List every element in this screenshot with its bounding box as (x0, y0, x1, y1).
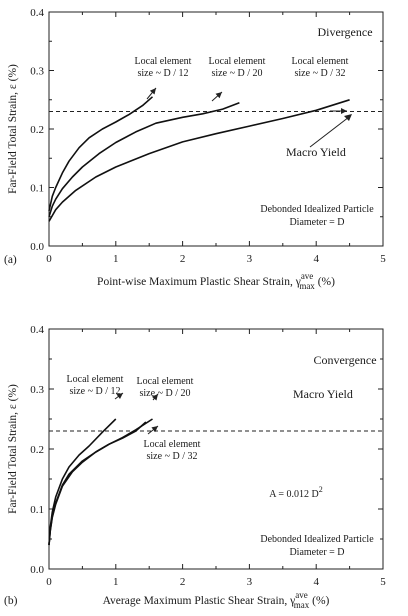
panel-label: (b) (4, 595, 18, 607)
macro-yield-arrowhead (344, 114, 352, 121)
x-axis-label-unit: (%) (315, 276, 335, 288)
series-arrowhead (151, 426, 158, 433)
x-tick-label: 3 (247, 576, 253, 588)
y-tick-label: 0.3 (30, 66, 44, 78)
x-tick-label: 2 (180, 576, 186, 588)
y-tick-label: 0.4 (30, 324, 44, 336)
y-tick-label: 0.4 (30, 7, 44, 19)
x-tick-label: 4 (313, 576, 319, 588)
x-tick-label: 4 (313, 253, 319, 265)
series-label: size ~ D / 32 (295, 68, 346, 79)
area-text-sup: 2 (319, 485, 323, 494)
series-label: size ~ D / 20 (212, 68, 263, 79)
x-tick-label: 0 (46, 576, 52, 588)
x-tick-label: 0 (46, 253, 52, 265)
x-tick-label: 5 (380, 253, 386, 265)
note-text: Diameter = D (289, 547, 344, 558)
macro-yield-pointer (309, 116, 350, 148)
series-arrowhead (215, 92, 222, 99)
series-line (48, 96, 154, 212)
y-axis-label: Far-Field Total Strain, ε (%) (7, 64, 19, 194)
x-axis-label-sub: max (299, 281, 315, 291)
panel-b: 0 1 2 3 4 5 0.0 0.1 0.2 0.3 0.4 Far-Field Total Str… (4, 324, 386, 610)
series-arrowhead (341, 108, 347, 114)
x-axis-label-main: Average Maximum Plastic Shear Strain, γ (103, 595, 296, 607)
y-tick-label: 0.2 (30, 444, 44, 456)
series-label: Local element (135, 56, 192, 67)
series-label: size ~ D / 12 (138, 68, 189, 79)
x-axis-label: Average Maximum Plastic Shear Strain, γa… (103, 590, 330, 610)
note-text: Debonded Idealized Particle (260, 534, 374, 545)
y-tick-label: 0.3 (30, 384, 44, 396)
x-axis-label-sup: ave (295, 590, 308, 600)
x-tick-label: 5 (380, 576, 386, 588)
y-tick-label: 0.0 (30, 564, 44, 576)
x-axis-label-sup: ave (301, 271, 314, 281)
series-label: size ~ D / 32 (147, 451, 198, 462)
series-label: size ~ D / 12 (70, 386, 121, 397)
y-tick-label: 0.1 (30, 504, 44, 516)
series-label: Local element (292, 56, 349, 67)
series-label: Local element (137, 376, 194, 387)
corner-text: Divergence (317, 25, 372, 39)
series-label: size ~ D / 20 (140, 388, 191, 399)
x-axis-label-main: Point-wise Maximum Plastic Shear Strain,… (97, 276, 301, 288)
x-tick-label: 3 (247, 253, 253, 265)
series-line (48, 101, 240, 218)
area-text-main: A = 0.012 D (269, 489, 319, 500)
series-arrowhead (149, 88, 156, 95)
x-axis-label-sub: max (294, 600, 310, 610)
series-label: Local element (209, 56, 266, 67)
macro-yield-label: Macro Yield (293, 387, 353, 401)
y-axis-label: Far-Field Total Strain, ε (%) (7, 384, 19, 514)
series-arrowhead (151, 394, 158, 401)
series-line (48, 418, 117, 546)
y-tick-label: 0.2 (30, 124, 44, 136)
y-tick-label: 0.1 (30, 183, 44, 195)
series-line (48, 418, 153, 546)
series-label: Local element (67, 374, 124, 385)
note-text: Diameter = D (289, 217, 344, 228)
corner-text: Convergence (313, 353, 376, 367)
note-text: Debonded Idealized Particle (260, 204, 374, 215)
panel-a: 0 1 2 3 4 5 0.0 0.1 0.2 0.3 0.4 Far-Field Total Str… (4, 7, 386, 291)
y-tick-label: 0.0 (30, 241, 44, 253)
x-axis-label-unit: (%) (309, 595, 329, 607)
series-line (48, 99, 350, 222)
macro-yield-label: Macro Yield (286, 145, 346, 159)
x-tick-label: 1 (113, 576, 119, 588)
x-tick-label: 2 (180, 253, 186, 265)
x-tick-label: 1 (113, 253, 119, 265)
series-arrowhead (116, 393, 123, 399)
area-text: A = 0.012 D2 (269, 485, 323, 500)
x-axis-label: Point-wise Maximum Plastic Shear Strain,… (97, 271, 335, 291)
series-label: Local element (144, 439, 201, 450)
panel-label: (a) (4, 254, 17, 266)
